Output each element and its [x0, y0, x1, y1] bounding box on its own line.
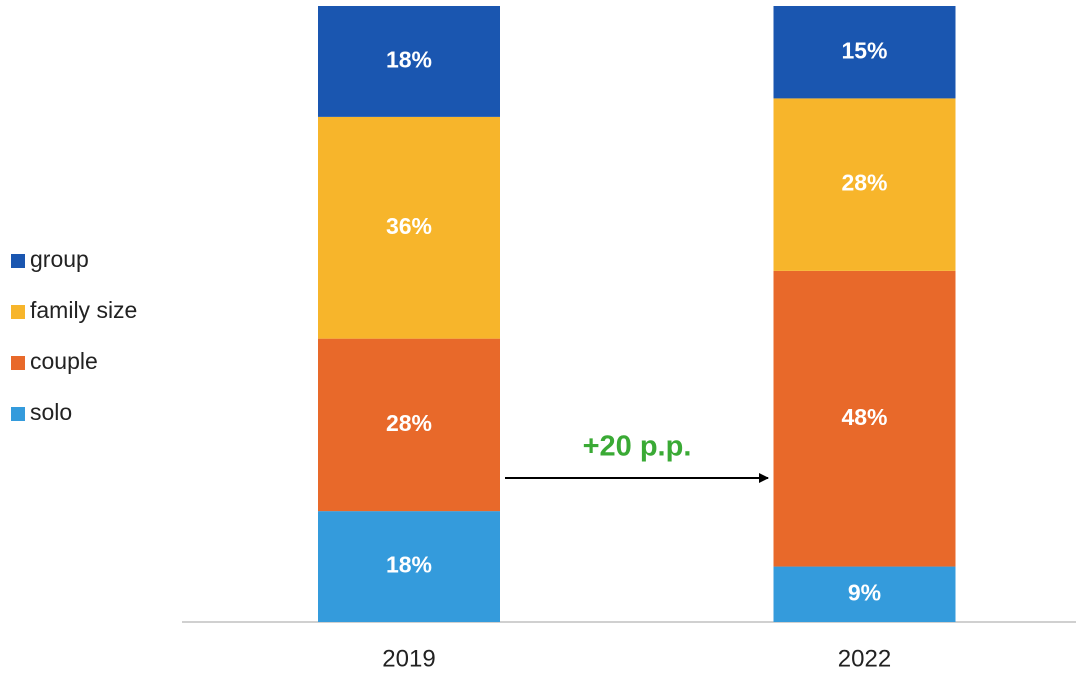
- value-label: 36%: [386, 213, 432, 239]
- value-label: 48%: [841, 404, 887, 430]
- legend-label: solo: [30, 399, 72, 425]
- legend-swatch: [11, 356, 25, 370]
- bar-segment: [318, 511, 500, 622]
- value-label: 15%: [841, 37, 887, 63]
- legend-label: couple: [30, 348, 98, 374]
- legend-swatch: [11, 407, 25, 421]
- bar-segment: [773, 6, 956, 99]
- bar-segment: [318, 338, 500, 512]
- bar-segment: [318, 116, 500, 339]
- bar-segment: [773, 270, 956, 567]
- bar-segment: [773, 566, 956, 622]
- value-label: 28%: [386, 410, 432, 436]
- legend-label: family size: [30, 297, 137, 323]
- value-label: 28%: [841, 170, 887, 196]
- legend-swatch: [11, 305, 25, 319]
- legend-label: group: [30, 246, 89, 272]
- value-label: 9%: [848, 579, 881, 605]
- bar-segment: [773, 98, 956, 271]
- annotation: +20 p.p.: [583, 431, 692, 463]
- x-tick-label: 2019: [382, 645, 435, 672]
- value-label: 18%: [386, 552, 432, 578]
- legend-swatch: [11, 254, 25, 268]
- value-label: 18%: [386, 47, 432, 73]
- x-tick-label: 2022: [838, 645, 891, 672]
- bar-segment: [318, 6, 500, 117]
